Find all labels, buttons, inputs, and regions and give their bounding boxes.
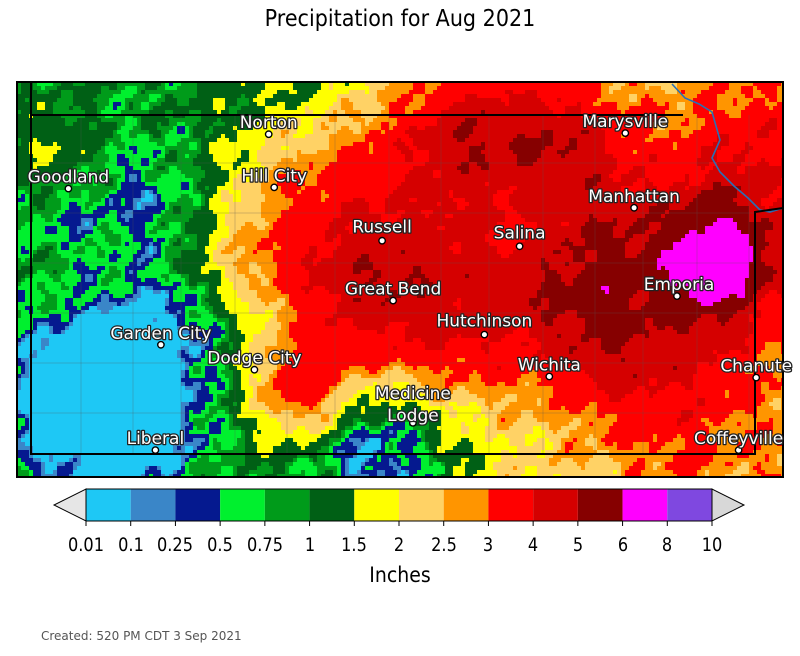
city-label: Manhattan — [588, 187, 680, 207]
city-marker — [630, 203, 638, 212]
legend-swatch — [264, 489, 310, 521]
legend-tick-label: 2 — [393, 534, 405, 556]
legend-tick-label: 5 — [572, 534, 583, 556]
legend-swatch — [667, 489, 712, 521]
legend-swatch — [577, 489, 623, 521]
city-marker — [408, 418, 417, 427]
legend-swatch — [488, 489, 534, 521]
legend-tick-label: 0.5 — [207, 534, 233, 556]
legend-tick-label: 10 — [701, 534, 723, 556]
city-marker — [270, 183, 279, 192]
legend-units: Inches — [369, 563, 431, 587]
legend-tick-label: 6 — [617, 534, 628, 556]
missouri-river — [671, 83, 784, 213]
city-label: Russell — [352, 218, 411, 238]
city-marker — [480, 330, 489, 339]
created-timestamp: Created: 520 PM CDT 3 Sep 2021 — [41, 629, 242, 643]
legend-tick-label: 2.5 — [430, 534, 457, 556]
city-label: Hill City — [241, 166, 307, 186]
city-marker — [515, 242, 524, 251]
city-label: Great Bend — [345, 280, 441, 300]
city-marker — [378, 236, 386, 245]
legend-tick-label: 0.01 — [68, 534, 104, 556]
city-marker — [389, 296, 397, 305]
city-label: Wichita — [518, 356, 581, 376]
legend-over-arrow — [711, 488, 746, 522]
legend-tick-label: 0.25 — [157, 534, 194, 556]
legend-swatch — [175, 489, 221, 521]
city-marker — [64, 184, 73, 193]
legend-swatch — [622, 489, 668, 521]
kansas-state-border — [30, 82, 784, 455]
legend-swatch — [220, 489, 265, 521]
legend-tick-label: 0.75 — [246, 534, 283, 556]
legend-tick-label: 8 — [662, 534, 673, 556]
city-label: Coffeyville — [694, 429, 783, 449]
city-marker — [250, 365, 259, 374]
map-title: Precipitation for Aug 2021 — [264, 6, 536, 32]
legend-tick-label: 3 — [483, 534, 494, 556]
city-label: Garden City — [110, 324, 211, 344]
precipitation-raster — [17, 82, 783, 477]
city-marker — [545, 372, 554, 381]
city-label: Medicine Lodge — [375, 384, 451, 426]
city-marker — [734, 446, 743, 454]
city-marker — [752, 373, 761, 382]
legend-swatch — [309, 489, 355, 521]
city-label: Norton — [240, 113, 298, 133]
city-label: Hutchinson — [436, 312, 532, 332]
city-marker — [264, 130, 273, 139]
city-marker — [156, 340, 165, 349]
map-frame — [16, 81, 784, 478]
legend-swatch — [443, 489, 489, 521]
city-label: Dodge City — [207, 349, 301, 369]
legend-tick-label: 1.5 — [341, 534, 368, 556]
county-boundaries — [31, 115, 755, 454]
city-label: Chanute — [720, 357, 792, 377]
city-markers: Norton Marysville Goodland Hill City Manhatt… — [26, 111, 793, 454]
legend-tick-label: 4 — [527, 534, 539, 556]
legend-swatch — [399, 489, 444, 521]
city-marker — [151, 446, 160, 454]
legend-swatch — [130, 489, 176, 521]
legend-tick-label: 0.1 — [117, 534, 144, 556]
city-label: Liberal — [127, 429, 185, 449]
legend-swatch — [86, 489, 131, 521]
city-label: Marysville — [582, 112, 668, 132]
city-label: Emporia — [644, 275, 715, 295]
city-label: Salina — [494, 223, 546, 243]
city-marker — [621, 129, 630, 138]
city-marker — [673, 292, 681, 300]
legend-swatch — [533, 489, 578, 521]
city-label: Goodland — [28, 168, 109, 188]
legend-swatch — [354, 489, 399, 521]
legend-tick-label: 1 — [304, 534, 315, 556]
legend-colorbar — [52, 488, 746, 526]
legend-under-arrow — [52, 488, 87, 522]
